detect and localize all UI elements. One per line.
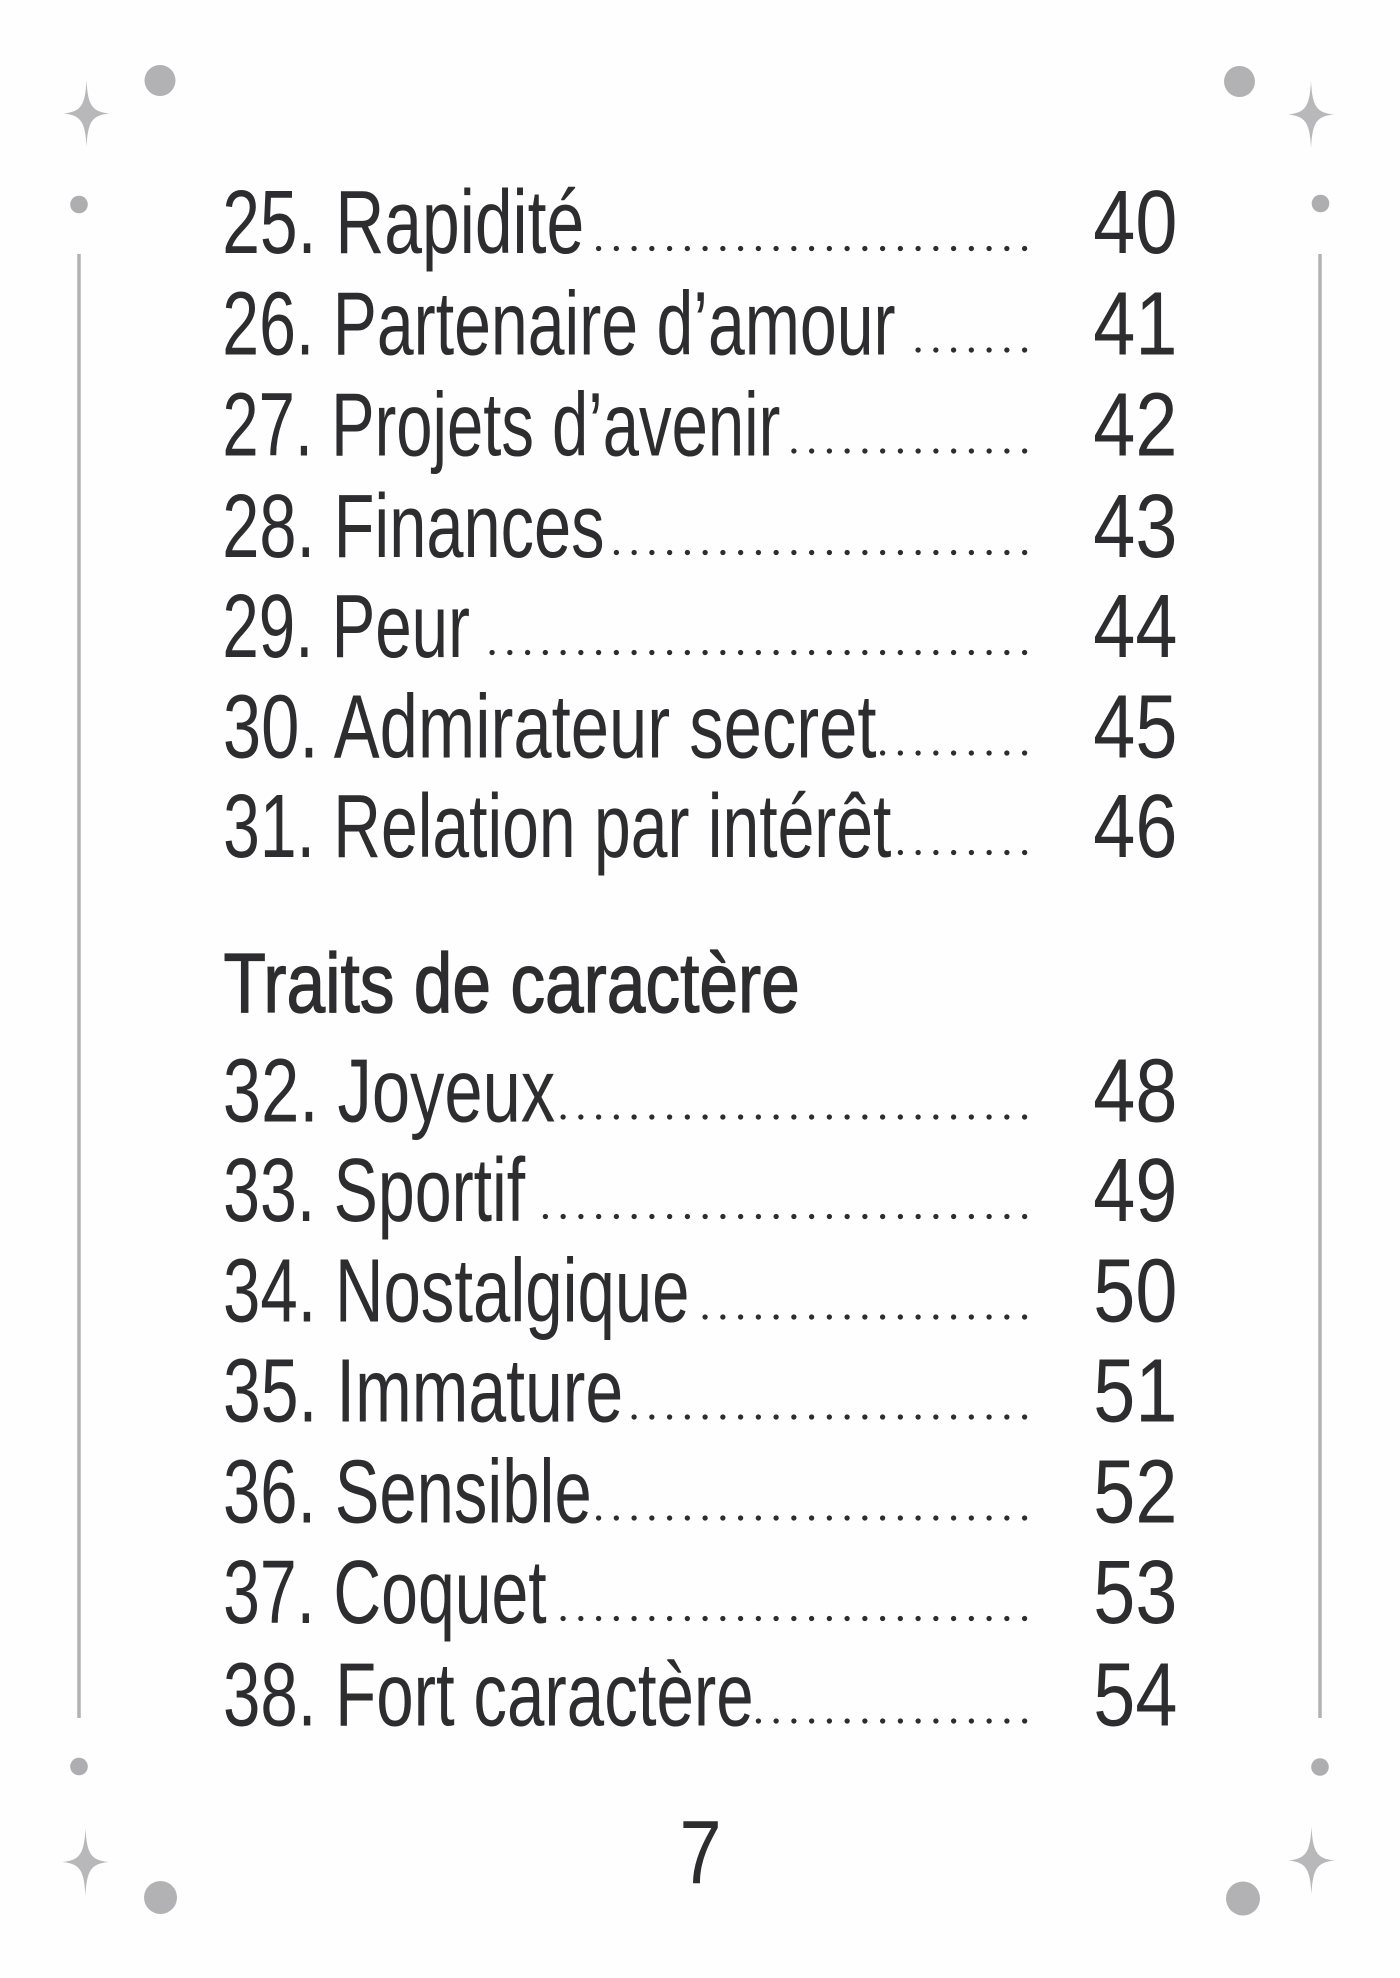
svg-text:38. Fort caractère: 38. Fort caractère [223,1646,754,1746]
svg-text:49: 49 [1093,1141,1177,1241]
svg-text:54: 54 [1093,1646,1177,1746]
svg-text:53: 53 [1093,1543,1177,1643]
svg-text:26. Partenaire d’amour: 26. Partenaire d’amour [222,275,895,375]
svg-text:50: 50 [1093,1242,1177,1342]
svg-text:42: 42 [1093,376,1177,476]
svg-text:29. Peur: 29. Peur [222,577,469,677]
svg-text:31. Relation par intérêt: 31. Relation par intérêt [223,777,891,877]
svg-text:44: 44 [1093,577,1177,677]
svg-text:33. Sportif: 33. Sportif [223,1141,526,1241]
svg-text:40: 40 [1093,173,1177,273]
svg-text:51: 51 [1093,1342,1177,1442]
svg-text:34. Nostalgique: 34. Nostalgique [223,1242,690,1342]
svg-text:41: 41 [1093,275,1177,375]
svg-text:52: 52 [1093,1443,1177,1543]
svg-text:27. Projets d’avenir: 27. Projets d’avenir [222,376,780,476]
svg-text:Traits de caractère: Traits de caractère [224,936,800,1030]
svg-text:25. Rapidité: 25. Rapidité [222,173,584,273]
svg-text:48: 48 [1093,1042,1177,1142]
svg-text:30. Admirateur secret: 30. Admirateur secret [223,678,877,778]
svg-text:37. Coquet: 37. Coquet [223,1543,547,1643]
svg-text:32. Joyeux: 32. Joyeux [223,1042,555,1142]
svg-text:46: 46 [1093,777,1177,877]
svg-text:28. Finances: 28. Finances [222,477,604,577]
svg-text:43: 43 [1093,477,1177,577]
svg-text:35. Immature: 35. Immature [223,1342,623,1442]
svg-text:7: 7 [679,1804,721,1904]
svg-text:45: 45 [1093,678,1177,778]
svg-text:36. Sensible: 36. Sensible [223,1443,592,1543]
